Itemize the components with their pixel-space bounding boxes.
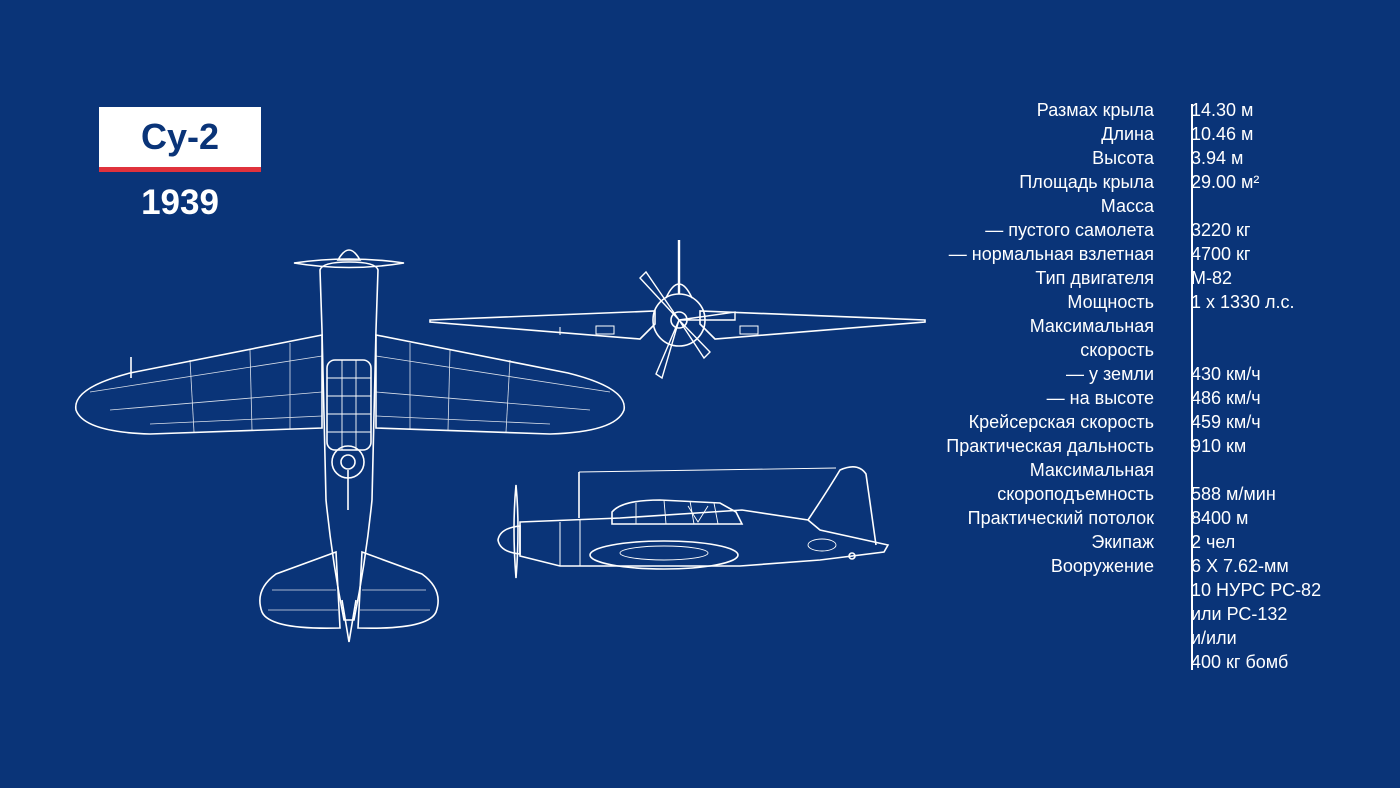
front-view-propeller bbox=[639, 270, 680, 321]
spec-label: Крейсерская скорость bbox=[968, 412, 1154, 432]
spec-row: Практический потолок 8400 м bbox=[930, 506, 1390, 530]
top-view-right-tailplane bbox=[357, 550, 439, 629]
spec-label: Экипаж bbox=[1091, 532, 1154, 552]
spec-value: 4700 кг bbox=[1191, 244, 1251, 264]
spec-row: Максимальная bbox=[930, 314, 1390, 338]
front-view bbox=[429, 240, 926, 380]
side-view bbox=[497, 466, 890, 579]
side-view-fuselage bbox=[519, 509, 890, 567]
spec-label: — у земли bbox=[1066, 364, 1154, 384]
spec-label: Практическая дальность bbox=[946, 436, 1154, 456]
spec-row: 400 кг бомб bbox=[930, 650, 1390, 674]
spec-row: — на высоте 486 км/ч bbox=[930, 386, 1390, 410]
top-view-right-wing bbox=[375, 334, 625, 435]
spec-value: М-82 bbox=[1191, 268, 1233, 288]
spec-value: или РС-132 bbox=[1191, 604, 1288, 624]
spec-label: Вооружение bbox=[1050, 556, 1154, 576]
spec-value: 29.00 м² bbox=[1191, 172, 1260, 192]
spec-row: и/или bbox=[930, 626, 1390, 650]
spec-value: 910 км bbox=[1191, 436, 1247, 456]
spec-row: Вооружение 6 X 7.62-мм bbox=[930, 554, 1390, 578]
spec-label: Длина bbox=[1101, 124, 1154, 144]
spec-label: Размах крыла bbox=[1036, 100, 1154, 120]
side-view-fin bbox=[807, 466, 877, 546]
spec-value bbox=[1174, 458, 1370, 482]
spec-table: Размах крыла 14.30 м Длина 10.46 м Высота 3… bbox=[930, 98, 1390, 674]
spec-value: 10 НУРС РС-82 bbox=[1191, 580, 1322, 600]
top-view-propeller bbox=[293, 258, 405, 269]
spec-row: 10 НУРС РС-82 bbox=[930, 578, 1390, 602]
top-view-fuselage bbox=[319, 261, 379, 621]
spec-row: Максимальная bbox=[930, 458, 1390, 482]
spec-value bbox=[1174, 338, 1370, 362]
spec-row: Тип двигателя М-82 bbox=[930, 266, 1390, 290]
spec-row: — пустого самолета 3220 кг bbox=[930, 218, 1390, 242]
spec-label: Практический потолок bbox=[967, 508, 1154, 528]
spec-value: 400 кг бомб bbox=[1191, 652, 1289, 672]
spec-label: Площадь крыла bbox=[1019, 172, 1154, 192]
spec-value: 430 км/ч bbox=[1191, 364, 1261, 384]
front-view-left-wing bbox=[429, 310, 656, 340]
spec-value bbox=[1174, 314, 1370, 338]
spec-row: Крейсерская скорость 459 км/ч bbox=[930, 410, 1390, 434]
spec-label: Максимальная bbox=[1029, 460, 1154, 480]
title-badge: Су-2 bbox=[99, 107, 261, 172]
spec-value: 14.30 м bbox=[1191, 100, 1254, 120]
side-view-wing bbox=[589, 540, 739, 570]
spec-value: 2 чел bbox=[1191, 532, 1236, 552]
spec-row: Размах крыла 14.30 м bbox=[930, 98, 1390, 122]
spec-row: Высота 3.94 м bbox=[930, 146, 1390, 170]
top-view bbox=[75, 249, 625, 643]
spec-value: 3220 кг bbox=[1191, 220, 1251, 240]
spec-row: Практическая дальность 910 км bbox=[930, 434, 1390, 458]
spec-row: скорость bbox=[930, 338, 1390, 362]
spec-divider bbox=[1191, 104, 1193, 670]
spec-value bbox=[1174, 194, 1370, 218]
side-view-propeller bbox=[513, 484, 519, 579]
spec-value: 459 км/ч bbox=[1191, 412, 1261, 432]
spec-label: Мощность bbox=[1067, 292, 1154, 312]
spec-row: Экипаж 2 чел bbox=[930, 530, 1390, 554]
spec-row: или РС-132 bbox=[930, 602, 1390, 626]
spec-row: Длина 10.46 м bbox=[930, 122, 1390, 146]
spec-value: 6 X 7.62-мм bbox=[1191, 556, 1289, 576]
spec-label bbox=[930, 650, 1174, 674]
spec-label: Тип двигателя bbox=[1035, 268, 1154, 288]
spec-label: Высота bbox=[1092, 148, 1154, 168]
spec-label bbox=[930, 602, 1174, 626]
spec-label: Максимальная bbox=[1029, 316, 1154, 336]
top-view-left-wing bbox=[75, 334, 323, 435]
spec-label: скорость bbox=[1080, 340, 1154, 360]
spec-label: Масса bbox=[1100, 196, 1154, 216]
front-view-right-wing bbox=[699, 310, 926, 340]
spec-row: Площадь крыла 29.00 м² bbox=[930, 170, 1390, 194]
spec-value: 10.46 м bbox=[1191, 124, 1254, 144]
spec-value: 8400 м bbox=[1191, 508, 1249, 528]
spec-label: — пустого самолета bbox=[985, 220, 1154, 240]
side-view-canopy bbox=[611, 499, 744, 525]
year-label: 1939 bbox=[141, 183, 219, 222]
spec-row: — нормальная взлетная 4700 кг bbox=[930, 242, 1390, 266]
spec-value: и/или bbox=[1191, 628, 1237, 648]
spec-label: — нормальная взлетная bbox=[948, 244, 1154, 264]
spec-label: — на высоте bbox=[1046, 388, 1154, 408]
spec-row: Масса bbox=[930, 194, 1390, 218]
spec-label bbox=[930, 626, 1174, 650]
spec-row: скороподъемность 588 м/мин bbox=[930, 482, 1390, 506]
spec-value: 486 км/ч bbox=[1191, 388, 1261, 408]
spec-label: скороподъемность bbox=[997, 484, 1154, 504]
spec-value: 588 м/мин bbox=[1191, 484, 1276, 504]
spec-label bbox=[930, 578, 1174, 602]
spec-value: 3.94 м bbox=[1191, 148, 1244, 168]
spec-row: — у земли 430 км/ч bbox=[930, 362, 1390, 386]
spec-row: Мощность 1 x 1330 л.с. bbox=[930, 290, 1390, 314]
spec-value: 1 x 1330 л.с. bbox=[1191, 292, 1295, 312]
top-view-left-tailplane bbox=[259, 550, 341, 629]
aircraft-name: Су-2 bbox=[140, 116, 220, 157]
